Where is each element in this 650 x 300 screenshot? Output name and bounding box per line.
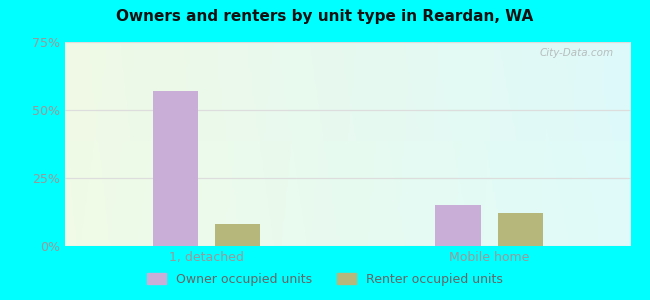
Bar [215,224,260,246]
Bar [153,91,198,246]
Text: City-Data.com: City-Data.com [540,48,614,58]
Bar [498,213,543,246]
Bar [436,205,480,246]
Legend: Owner occupied units, Renter occupied units: Owner occupied units, Renter occupied un… [142,268,508,291]
Text: Owners and renters by unit type in Reardan, WA: Owners and renters by unit type in Reard… [116,9,534,24]
